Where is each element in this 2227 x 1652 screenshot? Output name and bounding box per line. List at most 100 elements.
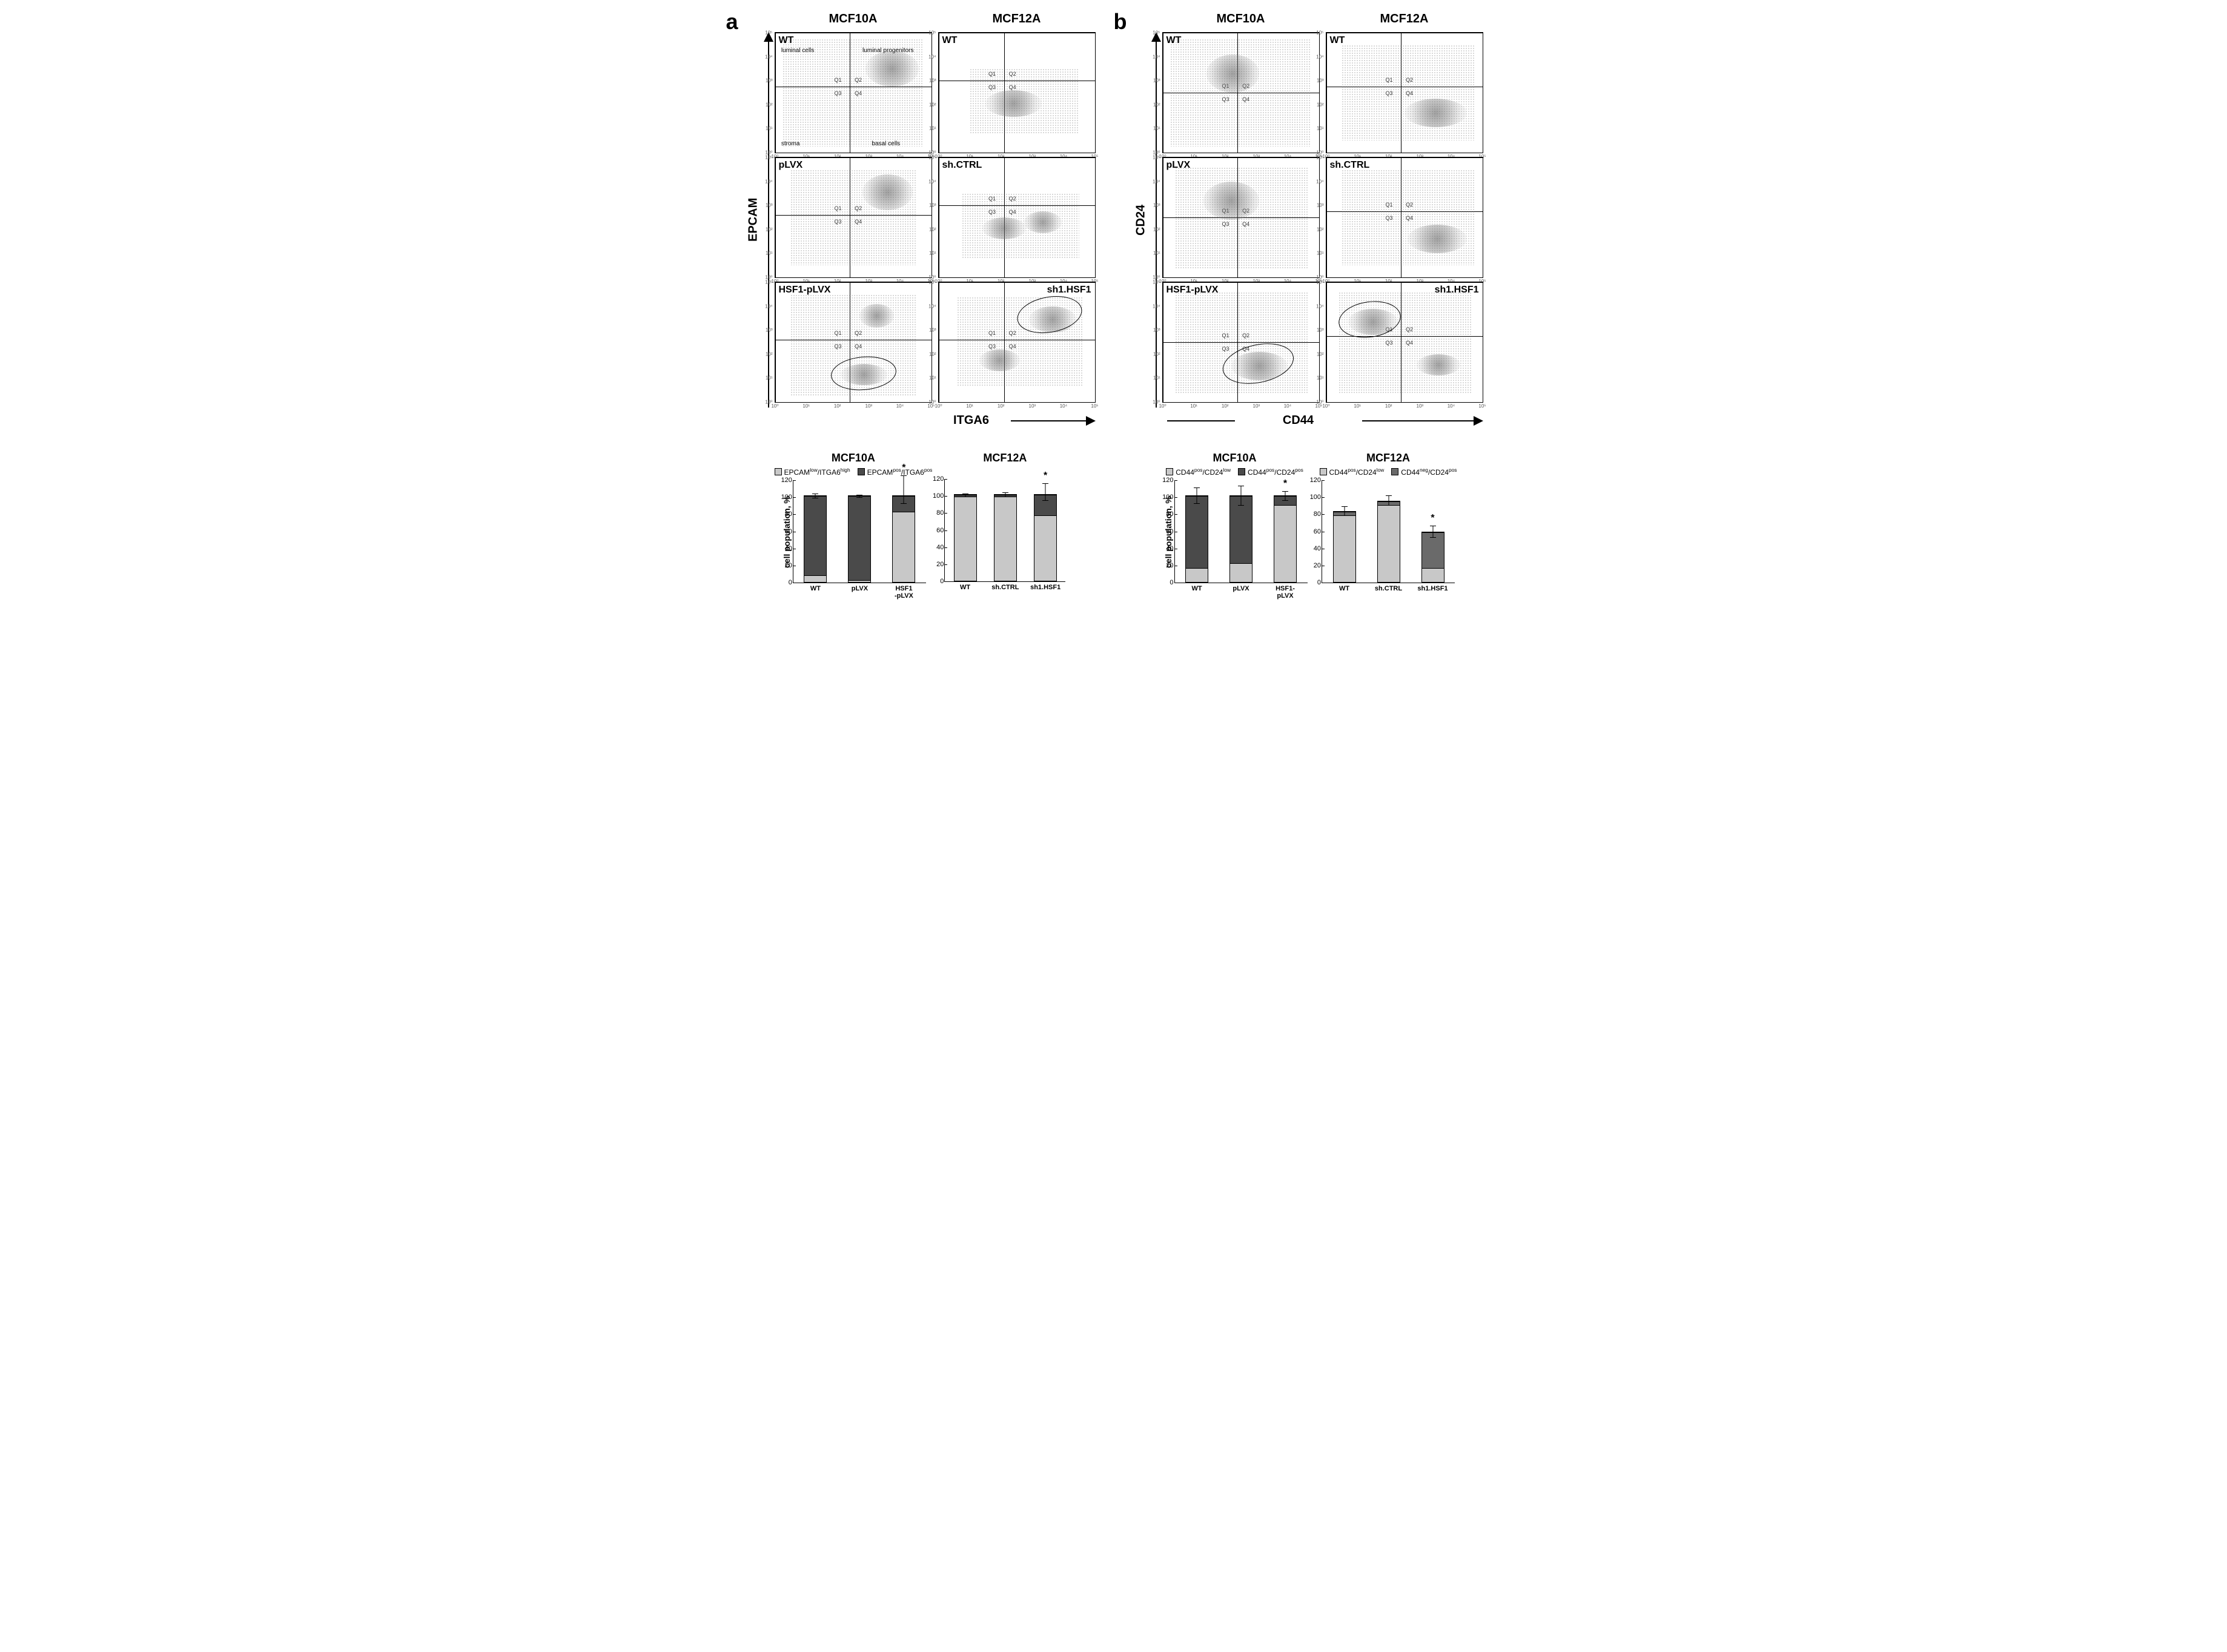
panel-b-scatter-rows: CD24 Q1Q2Q3Q4WT10⁰10¹10²10³10⁴10⁵10⁰10¹1…: [1132, 32, 1483, 408]
legend-swatch: [1166, 468, 1173, 475]
bar-y-tick: 20: [776, 562, 792, 569]
bar-segment: [994, 497, 1016, 581]
scatter-row: Q1Q2Q3Q4HSF1-pLVX10⁰10¹10²10³10⁴10⁵10⁰10…: [775, 282, 1096, 403]
scatter-plot: Q1Q2Q3Q4HSF1-pLVX10⁰10¹10²10³10⁴10⁵10⁰10…: [775, 282, 932, 403]
legend-swatch: [775, 468, 782, 475]
bar-chart: MCF10ACD44pos/CD24lowCD44pos/CD24poscell…: [1162, 452, 1308, 583]
y-tick: 10²: [1317, 226, 1324, 232]
x-axis-label-itga6: ITGA6: [938, 414, 1005, 428]
y-ticks: 10⁰10¹10²10³10⁴10⁵: [1150, 33, 1162, 153]
bar-stack: [1274, 495, 1297, 583]
scatter-plot: Q1Q2Q3Q4WT10⁰10¹10²10³10⁴10⁵10⁰10¹10²10³…: [938, 32, 1096, 153]
y-tick: 10³: [1153, 203, 1160, 208]
y-tick: 10⁴: [1153, 54, 1160, 59]
y-tick: 10²: [929, 226, 936, 232]
scatter-cluster: [985, 90, 1042, 117]
bar-y-tick: 100: [928, 492, 944, 500]
col-header-mcf10a: MCF10A: [775, 12, 932, 26]
y-tick: 10³: [1153, 328, 1160, 333]
plot-condition-label: pLVX: [1166, 160, 1191, 171]
x-tick: 10¹: [1190, 403, 1197, 409]
bar-segment: [849, 496, 870, 580]
y-tick: 10⁵: [928, 155, 936, 160]
x-tick: 10¹: [1354, 403, 1361, 409]
error-cap: [1002, 492, 1008, 493]
x-ticks: 10⁰10¹10²10³10⁴10⁵: [775, 403, 932, 411]
x-tick: 10²: [834, 403, 841, 409]
x-tick: 10⁴: [1448, 403, 1455, 409]
bar-x-label: HSF1-pLVX: [885, 585, 922, 600]
scatter-row: Q1Q2Q3Q4WTluminal cellsluminal progenito…: [775, 32, 1096, 153]
bar-segment: [1274, 505, 1296, 583]
scatter-plot: Q1Q2Q3Q4WTluminal cellsluminal progenito…: [775, 32, 932, 153]
scatter-cluster: [1405, 99, 1467, 128]
bar-y-tick: 40: [928, 544, 944, 551]
y-tick: 10¹: [766, 251, 773, 256]
bar-stack: [848, 495, 871, 583]
legend-swatch: [858, 468, 865, 475]
error-bar: [1045, 484, 1046, 501]
bar-y-ticks: 020406080100120: [928, 479, 944, 581]
y-tick: 10³: [766, 203, 773, 208]
bar-stack: [804, 495, 827, 583]
panel-b-col-headers: MCF10A MCF12A: [1162, 12, 1483, 26]
bar-chart-body: 020406080100120WTsh.CTRL*sh1.HSF1: [944, 479, 1065, 582]
plot-condition-label: pLVX: [779, 160, 803, 171]
x-ticks: 10⁰10¹10²10³10⁴10⁵: [1326, 403, 1483, 411]
scatter-plot: Q1Q2Q3Q4WT10⁰10¹10²10³10⁴10⁵10⁰10¹10²10³…: [1326, 32, 1483, 153]
scatter-sparse: [1342, 45, 1474, 140]
x-tick: 10⁵: [1478, 403, 1486, 409]
legend-item: CD44pos/CD24low: [1166, 467, 1231, 477]
bar-segment: [1378, 505, 1400, 583]
y-tick: 10³: [1317, 78, 1324, 84]
plot-condition-label: sh.CTRL: [942, 160, 982, 171]
bar-segment: [1230, 496, 1252, 563]
scatter-cluster: [865, 51, 919, 87]
bar-axes: 020406080100120WTpLVX*HSF1-pLVX: [793, 480, 926, 583]
bar-chart-body: 020406080100120WTsh.CTRL*sh1.HSF1: [1322, 480, 1455, 583]
error-cap: [1194, 487, 1200, 488]
bar-stack: [1333, 511, 1356, 583]
bar-stack: [954, 494, 977, 581]
bar-segment: [804, 496, 826, 575]
scatter-sparse: [1342, 170, 1474, 265]
x-tick: 10²: [1385, 403, 1392, 409]
bar-stack: [994, 494, 1017, 581]
bar-group: pLVX: [1227, 495, 1255, 583]
bar-y-tick: 120: [776, 477, 792, 484]
bar-segment: [804, 575, 826, 582]
x-tick: 10¹: [966, 403, 973, 409]
error-cap: [1238, 505, 1244, 506]
bar-x-label: pLVX: [841, 585, 878, 592]
plot-condition-label: HSF1-pLVX: [1166, 285, 1219, 296]
y-tick: 10⁵: [928, 280, 936, 285]
bar-y-tick: 100: [1158, 494, 1174, 501]
scatter-row: Q1Q2Q3Q4WT10⁰10¹10²10³10⁴10⁵10⁰10¹10²10³…: [1162, 32, 1483, 153]
legend-label: CD44pos/CD24low: [1329, 467, 1385, 477]
x-tick: 10⁴: [1284, 403, 1291, 409]
plot-condition-label: WT: [942, 35, 958, 46]
bar-axes: 020406080100120WTsh.CTRL*sh1.HSF1: [944, 479, 1065, 582]
bar-chart-body: cell population, %020406080100120WTpLVX*…: [781, 480, 926, 583]
bar-group: WT: [1331, 511, 1358, 583]
scatter-plot: Q1Q2Q3Q4sh1.HSF110⁰10¹10²10³10⁴10⁵10⁰10¹…: [1326, 282, 1483, 403]
y-ticks: 10⁰10¹10²10³10⁴10⁵: [762, 33, 774, 153]
y-tick: 10¹: [929, 126, 936, 131]
y-tick: 10³: [929, 203, 936, 208]
legend-label: EPCAMpos/ITGA6pos: [867, 467, 933, 477]
bar-y-tick: 100: [1305, 494, 1321, 501]
y-tick: 10⁴: [1316, 303, 1323, 309]
bar-stack: [1229, 495, 1252, 583]
panel-b: b MCF10A MCF12A CD24 Q1Q2Q3Q4WT10⁰10¹10²…: [1132, 12, 1483, 583]
y-ticks: 10⁰10¹10²10³10⁴10⁵: [925, 33, 938, 153]
legend-swatch: [1391, 468, 1398, 475]
bar-y-tick: 40: [776, 545, 792, 552]
y-ticks: 10⁰10¹10²10³10⁴10⁵: [762, 157, 774, 277]
scatter-row: Q1Q2Q3Q4pLVX10⁰10¹10²10³10⁴10⁵10⁰10¹10²1…: [775, 157, 1096, 278]
bar-y-tick: 40: [1305, 545, 1321, 552]
x-ticks: 10⁰10¹10²10³10⁴10⁵: [1163, 403, 1319, 411]
significance-star: *: [1431, 513, 1434, 524]
bar-x-label: sh1.HSF1: [1415, 585, 1451, 592]
y-ticks: 10⁰10¹10²10³10⁴10⁵: [1150, 282, 1162, 402]
bar-y-tick: 20: [928, 561, 944, 568]
